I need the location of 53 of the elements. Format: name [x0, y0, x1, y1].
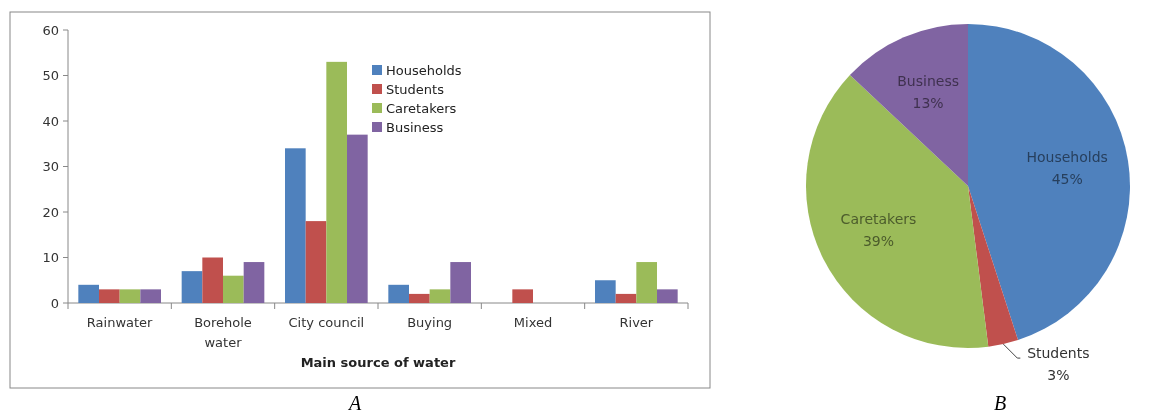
x-tick-label: Borehole water	[194, 315, 252, 350]
bar	[512, 289, 533, 303]
bar	[409, 293, 430, 303]
y-tick-label: 10	[42, 250, 59, 266]
bar	[615, 293, 637, 303]
pie-slice	[849, 24, 968, 186]
x-axis-title: Main source of water	[300, 355, 456, 370]
x-tick-label: City council	[288, 315, 365, 330]
data-label: 3%	[1047, 367, 1070, 384]
x-tick-label: Mixed	[513, 315, 553, 330]
bar	[347, 134, 368, 303]
legend-label: Caretakers	[386, 100, 457, 116]
slice-label: Business	[897, 72, 959, 89]
bar	[429, 289, 451, 303]
y-tick-label: 50	[42, 68, 59, 84]
bar	[657, 289, 678, 303]
pie-slice	[968, 24, 1130, 341]
bar	[181, 271, 203, 303]
bar	[388, 284, 409, 303]
legend-label: Households	[386, 62, 462, 78]
slice-label: Households	[1026, 149, 1108, 166]
bar	[285, 148, 306, 303]
text: A	[346, 392, 362, 414]
pie-slice	[806, 75, 989, 348]
pie-slice	[968, 186, 1019, 347]
slice-label: Students	[1027, 345, 1090, 362]
bar	[78, 284, 99, 303]
x-tick-label: Buying	[407, 315, 453, 330]
legend-label: Business	[386, 119, 444, 135]
bar	[202, 257, 223, 303]
text: B	[993, 392, 1007, 414]
y-tick-label: 30	[42, 159, 59, 175]
data-label: 13%	[912, 94, 944, 111]
y-tick-label: 60	[42, 22, 59, 38]
y-tick-label: 0	[50, 295, 59, 311]
y-tick-label: 20	[42, 204, 59, 220]
legend-label: Students	[386, 81, 445, 97]
bar	[99, 289, 120, 303]
data-label: 39%	[862, 232, 895, 249]
bar	[140, 289, 161, 303]
bar	[636, 262, 657, 303]
bar	[223, 275, 244, 303]
bar	[119, 289, 141, 303]
x-tick-label: Rainwater	[86, 315, 154, 330]
bar	[243, 262, 265, 303]
y-tick-label: 40	[42, 113, 59, 129]
bar	[595, 280, 616, 303]
slice-label: Caretakers	[840, 210, 917, 227]
bar	[450, 262, 471, 303]
x-tick-label: River	[619, 315, 654, 330]
data-label: 45%	[1051, 171, 1083, 188]
bar	[326, 61, 347, 303]
bar	[305, 221, 327, 303]
